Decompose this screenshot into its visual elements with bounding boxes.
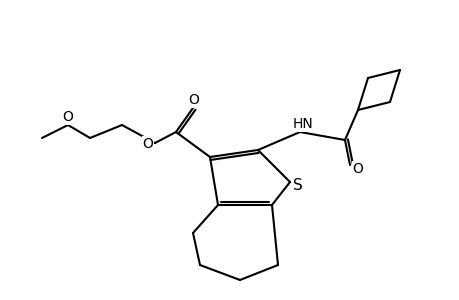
Text: O: O [188, 93, 199, 107]
Text: HN: HN [292, 117, 313, 131]
Text: O: O [62, 110, 73, 124]
Text: S: S [292, 178, 302, 193]
Text: O: O [142, 137, 153, 151]
Text: O: O [352, 162, 363, 176]
